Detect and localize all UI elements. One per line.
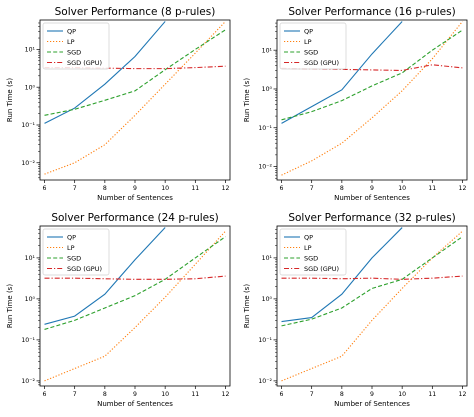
chart-title: Solver Performance (8 p-rules) <box>55 6 216 18</box>
x-tick-label: 12 <box>222 391 230 398</box>
series-line-qp <box>281 21 403 124</box>
x-axis-label: Number of Sentences <box>334 194 410 202</box>
y-tick-label: 10⁻² <box>21 378 35 385</box>
x-tick-label: 10 <box>161 185 169 192</box>
x-axis-label: Number of Sentences <box>97 194 173 202</box>
x-tick-label: 12 <box>222 185 230 192</box>
series-line-qp <box>281 227 403 323</box>
legend-entry: SGD (GPU) <box>304 59 339 67</box>
legend-entry: LP <box>304 38 312 46</box>
x-tick-label: 7 <box>310 391 314 398</box>
x-tick-label: 8 <box>340 391 344 398</box>
y-tick-label: 10⁻¹ <box>258 337 272 344</box>
y-tick-label: 10¹ <box>262 255 273 262</box>
x-tick-label: 6 <box>280 185 284 192</box>
legend-entry: QP <box>304 27 313 35</box>
x-tick-label: 11 <box>428 391 436 398</box>
x-tick-label: 6 <box>43 391 47 398</box>
x-tick-label: 12 <box>459 391 467 398</box>
series-line-sgd <box>44 236 226 330</box>
x-tick-label: 6 <box>43 185 47 192</box>
legend-box <box>279 228 347 276</box>
y-tick-label: 10¹ <box>262 47 273 54</box>
legend-entry: SGD (GPU) <box>304 265 339 273</box>
x-tick-label: 8 <box>340 185 344 192</box>
x-tick-label: 11 <box>428 185 436 192</box>
series-line-sgd <box>281 236 463 327</box>
x-tick-label: 10 <box>161 391 169 398</box>
y-tick-label: 10⁻² <box>21 160 35 167</box>
x-tick-label: 7 <box>310 185 314 192</box>
series-line-sgd <box>44 29 226 116</box>
x-axis-label: Number of Sentences <box>97 400 173 408</box>
y-tick-label: 10⁰ <box>25 296 36 303</box>
series-line-qp <box>44 21 166 124</box>
series-line-sgd <box>281 29 463 121</box>
y-tick-label: 10⁻¹ <box>21 337 35 344</box>
legend-entry: SGD <box>67 48 81 56</box>
y-tick-label: 10⁻² <box>258 164 272 171</box>
legend-entry: SGD (GPU) <box>67 59 102 67</box>
y-tick-label: 10⁻¹ <box>258 125 272 132</box>
legend-entry: SGD <box>304 48 318 56</box>
subplot-1: Solver Performance (8 p-rules) 6 7 8 9 10 11 12… <box>6 6 231 202</box>
legend-entry: QP <box>304 233 313 241</box>
x-tick-label: 9 <box>370 185 374 192</box>
x-tick-label: 8 <box>103 185 107 192</box>
y-axis-label: Run Time (s) <box>6 284 14 328</box>
y-tick-label: 10⁻¹ <box>21 122 35 129</box>
chart-title: Solver Performance (32 p-rules) <box>288 212 455 224</box>
y-axis-label: Run Time (s) <box>6 78 14 122</box>
legend-entry: SGD (GPU) <box>67 265 102 273</box>
x-tick-label: 9 <box>370 391 374 398</box>
y-tick-label: 10¹ <box>25 255 36 262</box>
y-axis-label: Run Time (s) <box>243 284 251 328</box>
legend-entry: LP <box>67 244 75 252</box>
y-tick-label: 10⁰ <box>25 84 36 91</box>
series-line-qp <box>44 227 166 325</box>
x-tick-label: 8 <box>103 391 107 398</box>
series-line-sgd-gpu <box>44 275 226 280</box>
subplot-2: Solver Performance (16 p-rules) 6 7 8 9 10 11 1… <box>243 6 468 202</box>
x-tick-label: 12 <box>459 185 467 192</box>
x-tick-label: 7 <box>73 185 77 192</box>
x-tick-label: 9 <box>133 391 137 398</box>
legend-entry: QP <box>67 233 76 241</box>
x-tick-label: 10 <box>398 391 406 398</box>
x-axis-label: Number of Sentences <box>334 400 410 408</box>
y-tick-label: 10⁻² <box>258 378 272 385</box>
x-tick-label: 7 <box>73 391 77 398</box>
x-tick-label: 9 <box>133 185 137 192</box>
legend-entry: SGD <box>67 254 81 262</box>
legend-entry: SGD <box>304 254 318 262</box>
legend-entry: LP <box>304 244 312 252</box>
x-tick-label: 11 <box>191 185 199 192</box>
subplot-3: Solver Performance (24 p-rules) 6 7 8 9 10 11 1… <box>6 212 231 408</box>
chart-title: Solver Performance (16 p-rules) <box>288 6 455 18</box>
y-tick-label: 10⁰ <box>262 296 273 303</box>
chart-title: Solver Performance (24 p-rules) <box>51 212 218 224</box>
y-tick-label: 10¹ <box>25 47 36 54</box>
subplot-4: Solver Performance (32 p-rules) 6 7 8 9 10 11 1… <box>243 212 468 408</box>
series-line-sgd-gpu <box>281 275 463 280</box>
legend-box <box>42 228 110 276</box>
series-line-sgd-gpu <box>44 65 226 70</box>
legend-box <box>42 22 110 70</box>
x-tick-label: 10 <box>398 185 406 192</box>
series-line-lp <box>44 21 226 175</box>
legend-box <box>279 22 347 70</box>
x-tick-label: 11 <box>191 391 199 398</box>
x-tick-label: 6 <box>280 391 284 398</box>
legend-entry: QP <box>67 27 76 35</box>
y-axis-label: Run Time (s) <box>243 78 251 122</box>
y-tick-label: 10⁰ <box>262 86 273 93</box>
series-line-lp <box>281 21 463 176</box>
legend-entry: LP <box>67 38 75 46</box>
